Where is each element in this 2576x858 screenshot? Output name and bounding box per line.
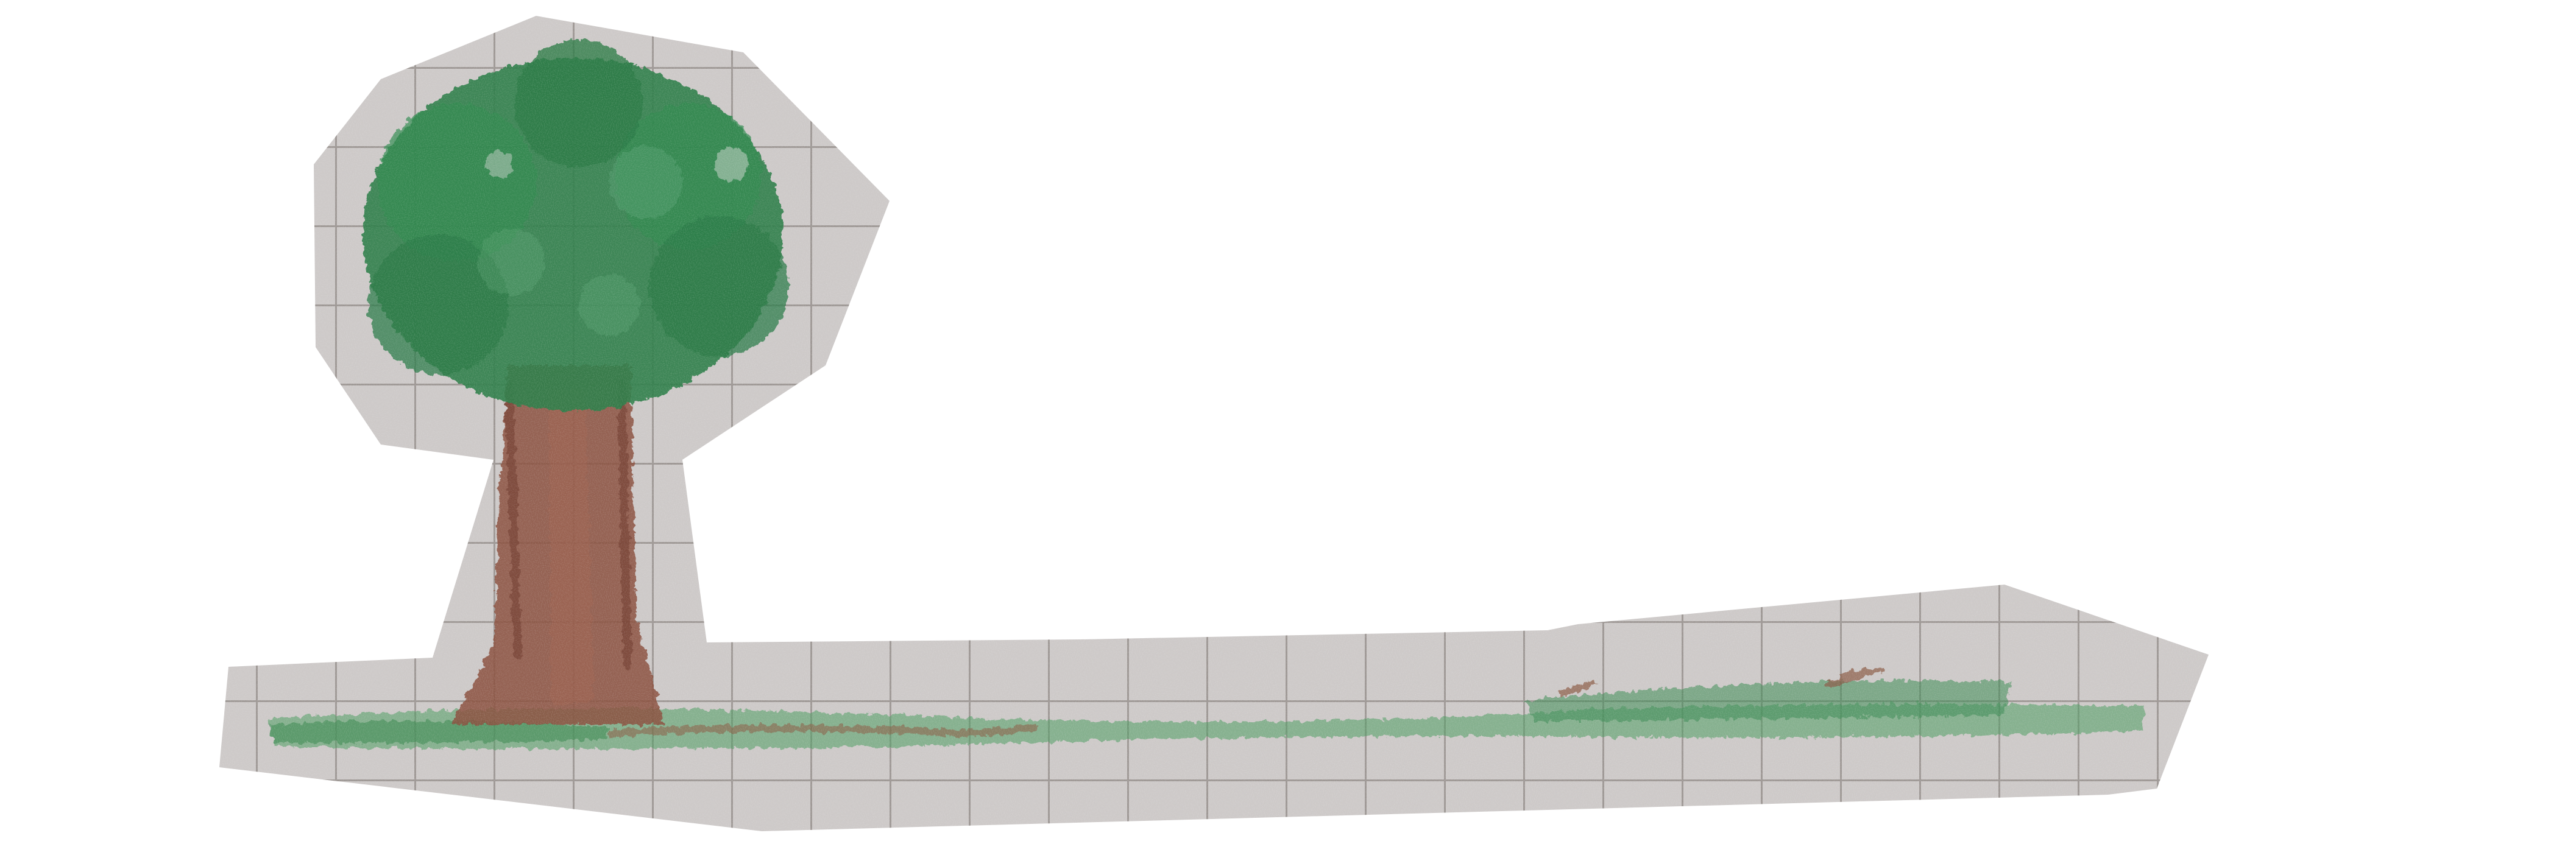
paper-cutout-drawing: [219, 16, 2209, 831]
paper-grain: [219, 16, 2209, 831]
